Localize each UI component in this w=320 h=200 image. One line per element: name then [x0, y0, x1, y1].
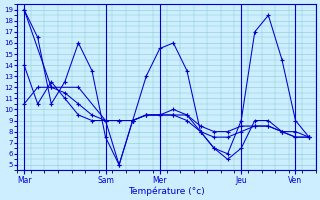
X-axis label: Température (°c): Température (°c)	[128, 186, 205, 196]
